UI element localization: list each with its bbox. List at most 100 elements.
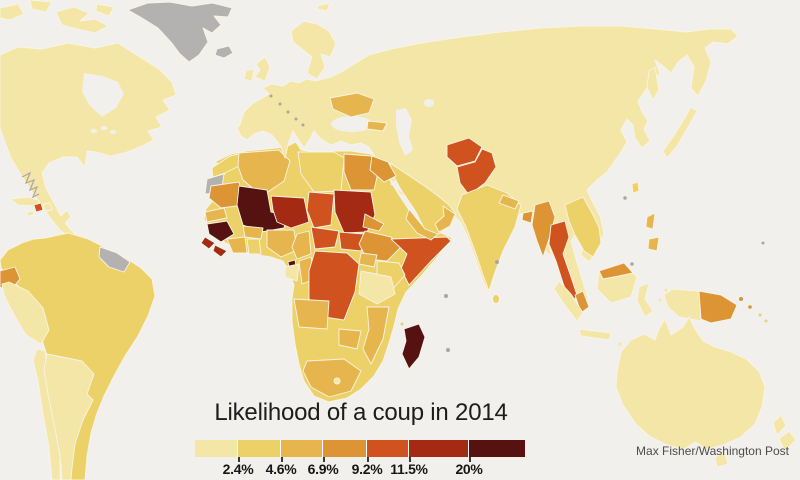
comoros-island	[400, 322, 404, 326]
black-sea	[331, 116, 373, 132]
seychelles-dot	[444, 294, 448, 298]
aral-sea	[424, 99, 434, 107]
country-united-kingdom	[254, 56, 271, 82]
country-guinea	[206, 220, 235, 243]
country-arctic-islands	[55, 6, 109, 34]
country-taiwan	[631, 181, 640, 194]
country-tasmania	[714, 452, 729, 468]
country-ghana	[246, 238, 262, 255]
attribution-credit: Max Fisher/Washington Post	[636, 444, 789, 458]
lesser-antilles-island	[59, 221, 63, 225]
legend-color-ramp	[195, 440, 525, 457]
caspian-sea	[396, 108, 413, 156]
country-arabian-peninsula	[389, 162, 457, 235]
country-australia	[615, 316, 766, 450]
country-sulawesi	[636, 282, 654, 318]
legend-tick	[469, 457, 471, 462]
legend-tick	[367, 457, 369, 462]
legend-label: 9.2%	[351, 461, 383, 477]
great-lake	[100, 125, 108, 131]
country-pakistan	[456, 148, 497, 196]
country-afghanistan	[446, 137, 483, 167]
country-eritrea	[362, 213, 385, 232]
country-india	[456, 184, 522, 292]
microstate-dot	[294, 117, 298, 121]
country-iraq	[369, 155, 397, 183]
legend-label: 20%	[455, 461, 483, 477]
country-new-zealand	[772, 414, 787, 436]
country-lesotho	[333, 377, 341, 385]
country-zimbabwe	[338, 328, 362, 350]
country-arctic-islands	[29, 0, 53, 13]
country-indochina	[564, 196, 602, 258]
country-gabon	[284, 263, 300, 282]
country-cuba	[9, 196, 41, 207]
country-oman	[434, 205, 456, 233]
country-guianas	[98, 246, 131, 273]
moluccas-island	[664, 288, 668, 292]
lesser-antilles-island	[55, 214, 59, 218]
country-sakhalin	[646, 66, 660, 101]
legend-tick	[323, 457, 325, 462]
moluccas-island	[658, 298, 662, 302]
country-argentina	[43, 353, 95, 480]
country-yemen	[405, 208, 439, 241]
country-bangladesh	[521, 210, 534, 224]
country-senegal	[204, 207, 228, 223]
country-sumatra	[553, 280, 584, 322]
legend-swatch-1	[195, 440, 238, 457]
country-haiti	[33, 202, 44, 213]
microstate-dot	[278, 102, 282, 106]
country-svalbard	[316, 2, 331, 12]
country-ukraine	[329, 92, 375, 118]
country-greenland	[127, 1, 233, 63]
legend-swatch-6	[409, 440, 469, 457]
country-ethiopia	[358, 230, 402, 262]
country-liberia	[212, 244, 228, 258]
legend-tick	[238, 457, 240, 462]
lesser-antilles-island	[62, 228, 66, 232]
legend-swatch-3	[281, 440, 323, 457]
country-sierra-leone	[200, 236, 216, 250]
legend-swatch-5	[367, 440, 409, 457]
country-somalia	[390, 236, 452, 286]
legend-tick	[281, 457, 283, 462]
country-arctic-islands	[0, 3, 25, 21]
country-mauritania	[208, 181, 245, 209]
country-peru	[1, 281, 50, 345]
country-scandinavia	[290, 20, 337, 80]
country-central-african-republic	[310, 226, 340, 250]
country-malaysia-borneo	[598, 262, 634, 280]
country-philippines	[645, 212, 656, 230]
country-egypt	[343, 153, 380, 191]
pacific-island-dot	[761, 241, 765, 245]
country-angola	[293, 298, 330, 330]
solomon-island	[764, 319, 768, 323]
legend-label: 2.4%	[222, 461, 254, 477]
country-mozambique	[362, 306, 390, 365]
country-chad	[306, 191, 335, 229]
country-iceland	[214, 45, 234, 59]
hong-kong-dot	[623, 196, 627, 200]
great-lake	[110, 130, 116, 134]
legend-tick	[409, 457, 411, 462]
country-caucasus	[366, 120, 388, 132]
country-ireland	[243, 68, 255, 82]
country-dominican-republic	[42, 202, 53, 212]
country-nepal	[498, 194, 520, 210]
png-island	[739, 297, 743, 301]
country-sri-lanka	[492, 294, 500, 304]
country-south-africa	[302, 358, 362, 398]
microstate-dot	[269, 94, 273, 98]
legend-swatch-2	[238, 440, 281, 457]
legend-swatch-7	[469, 440, 525, 457]
maldives-dot	[495, 260, 499, 264]
hudson-bay	[82, 73, 124, 117]
country-philippines	[647, 236, 660, 252]
country-papua-new-guinea	[698, 290, 738, 324]
brunei-dot	[630, 262, 634, 266]
country-niger	[270, 195, 310, 229]
country-madagascar	[401, 323, 426, 370]
